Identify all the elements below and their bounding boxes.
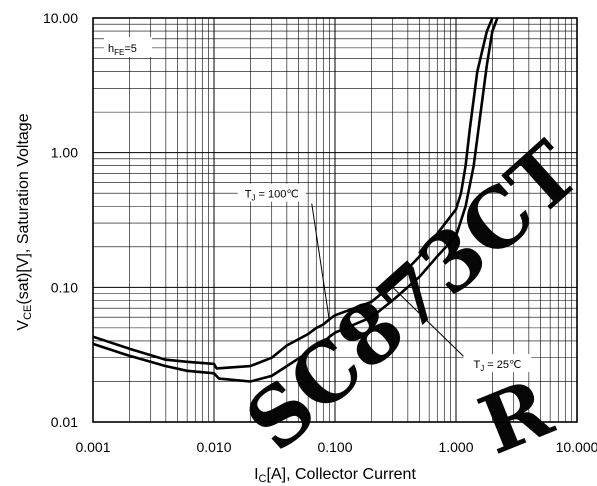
y-axis-title: VCE(sat)[V], Saturation Voltage — [15, 113, 34, 330]
annotation-label: TJ = 25℃ — [474, 359, 522, 373]
y-tick-label: 1.00 — [51, 145, 78, 161]
y-tick-label: 0.01 — [51, 414, 78, 430]
y-tick-label: 0.10 — [51, 279, 78, 295]
annotation-leader-line — [311, 203, 330, 322]
y-tick-label: 10.00 — [43, 10, 78, 26]
x-tick-label: 10.000 — [556, 439, 597, 455]
condition-label: hFE=5 — [108, 43, 137, 57]
annotation-bg — [463, 354, 532, 373]
condition-box: hFE=5 — [104, 37, 152, 57]
annotation-bg — [237, 183, 306, 202]
plot-frame — [92, 17, 578, 423]
annotation-leader-line — [392, 286, 468, 361]
annotations: TJ = 100℃ TJ = 25℃ — [237, 183, 532, 373]
annotation-label: TJ = 100℃ — [245, 189, 299, 203]
x-tick-label: 0.001 — [75, 439, 110, 455]
x-axis-title: IC[A], Collector Current — [254, 466, 416, 485]
x-tick-label: 1.000 — [438, 439, 473, 455]
tick-labels: 0.001 0.010 0.100 1.000 10.000 0.01 0.10 1.00 10… — [43, 10, 597, 455]
series-line-tj-25c — [92, 17, 499, 383]
watermark: SC873CT R — [228, 124, 597, 473]
svg-text:R: R — [467, 360, 564, 472]
x-tick-label: 0.100 — [317, 439, 352, 455]
x-tick-label: 0.010 — [196, 439, 231, 455]
